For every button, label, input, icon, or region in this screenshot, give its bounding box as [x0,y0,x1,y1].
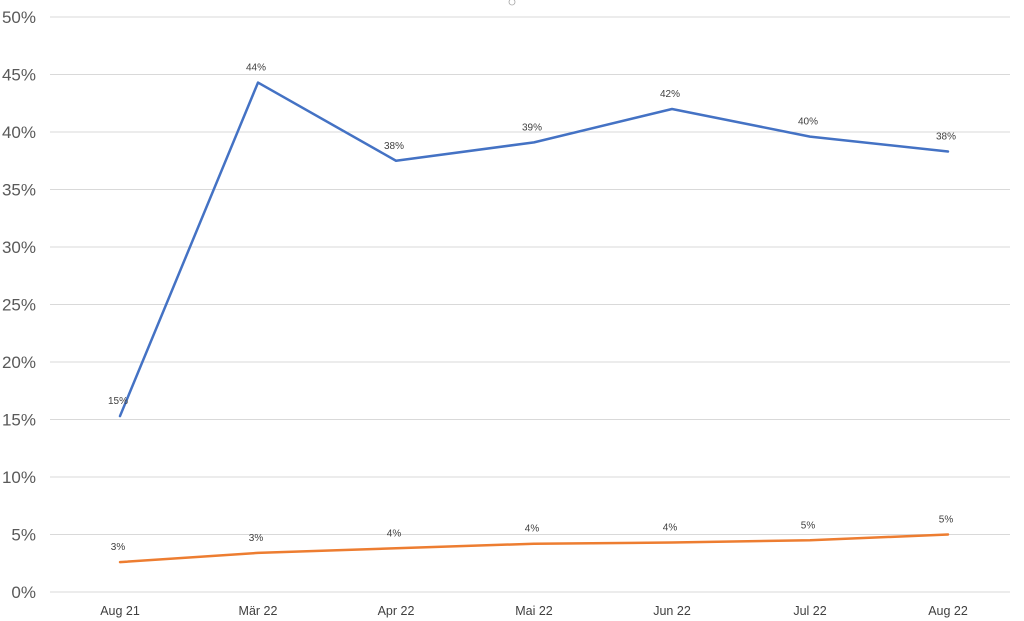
x-tick-label: Aug 22 [928,604,968,618]
y-tick-label: 15% [2,411,36,430]
series-line-1 [118,81,950,418]
y-tick-label: 0% [11,583,36,602]
data-label: 4% [663,523,678,534]
data-label: 44% [246,63,266,74]
y-tick-label: 35% [2,181,36,200]
y-tick-label: 25% [2,296,36,315]
data-label: 40% [798,117,818,128]
data-label: 5% [939,515,954,526]
y-tick-label: 10% [2,468,36,487]
data-label: 3% [111,542,126,553]
data-label: 42% [660,89,680,100]
y-tick-label: 40% [2,123,36,142]
data-label: 15% [108,396,128,407]
series-line-2 [118,533,950,564]
x-tick-label: Jun 22 [653,604,691,618]
y-tick-label: 45% [2,66,36,85]
x-tick-label: Jul 22 [793,604,826,618]
data-label: 4% [525,524,540,535]
y-tick-label: 50% [2,8,36,27]
y-tick-label: 30% [2,238,36,257]
x-tick-label: Aug 21 [100,604,140,618]
x-tick-label: Mai 22 [515,604,553,618]
data-label: 3% [249,533,264,544]
data-label: 5% [801,520,816,531]
data-label: 39% [522,122,542,133]
selection-handle-icon [508,0,516,6]
y-tick-label: 5% [11,526,36,545]
y-tick-label: 20% [2,353,36,372]
x-tick-label: Mär 22 [239,604,278,618]
x-tick-label: Apr 22 [378,604,415,618]
data-label: 4% [387,528,402,539]
data-label: 38% [936,132,956,143]
data-label: 38% [384,141,404,152]
